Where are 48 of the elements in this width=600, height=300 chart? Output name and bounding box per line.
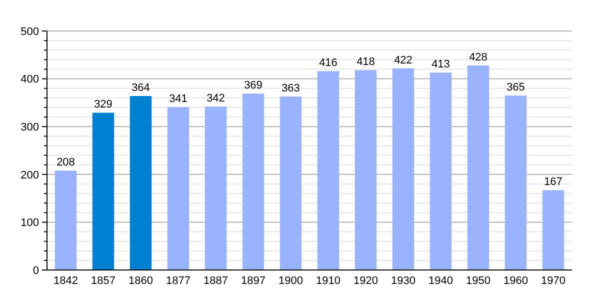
bar	[542, 190, 564, 270]
x-tick-label: 1877	[166, 275, 190, 287]
bar	[92, 112, 114, 270]
x-tick-label: 1900	[278, 275, 303, 287]
x-tick-label: 1940	[428, 275, 453, 287]
bar	[504, 96, 527, 270]
data-label: 416	[319, 57, 338, 70]
data-label: 418	[356, 56, 375, 68]
data-label: 341	[169, 93, 188, 105]
x-tick-label: 1960	[504, 275, 528, 287]
y-tick-label: 400	[20, 74, 39, 86]
x-tick-label: 1860	[128, 275, 153, 287]
x-tick-label: 1857	[91, 275, 116, 287]
bar	[430, 72, 452, 270]
bar	[167, 107, 190, 270]
data-label: 365	[506, 82, 525, 94]
y-tick-label: 300	[20, 121, 39, 134]
data-label: 342	[206, 92, 225, 105]
bar	[280, 96, 302, 270]
y-tick-label: 200	[20, 169, 39, 182]
data-label: 167	[544, 176, 562, 188]
bar	[130, 96, 152, 270]
x-tick-label: 1887	[204, 275, 228, 287]
bar	[242, 94, 264, 270]
data-label: 363	[282, 82, 300, 94]
x-tick-label: 1897	[241, 275, 266, 287]
y-tick-label: 100	[20, 217, 39, 230]
y-tick-label: 500	[20, 26, 39, 38]
data-label: 428	[469, 51, 488, 64]
data-label: 329	[94, 98, 112, 111]
y-tick-label: 0	[32, 264, 39, 277]
data-label: 208	[56, 156, 75, 169]
x-tick-label: 1930	[391, 275, 416, 287]
data-label: 413	[432, 58, 450, 71]
data-label: 369	[244, 80, 262, 92]
bar	[317, 71, 340, 270]
x-tick-label: 1920	[354, 275, 378, 287]
data-label: 422	[394, 54, 412, 66]
x-tick-label: 1950	[466, 275, 490, 287]
x-tick-label: 1842	[54, 275, 78, 287]
x-tick-label: 1970	[541, 275, 566, 287]
bar	[54, 170, 77, 270]
bar	[392, 68, 414, 270]
bar	[467, 65, 490, 270]
data-label: 364	[132, 82, 150, 94]
bar	[354, 70, 377, 270]
bar	[204, 106, 227, 270]
x-tick-label: 1910	[316, 275, 340, 287]
